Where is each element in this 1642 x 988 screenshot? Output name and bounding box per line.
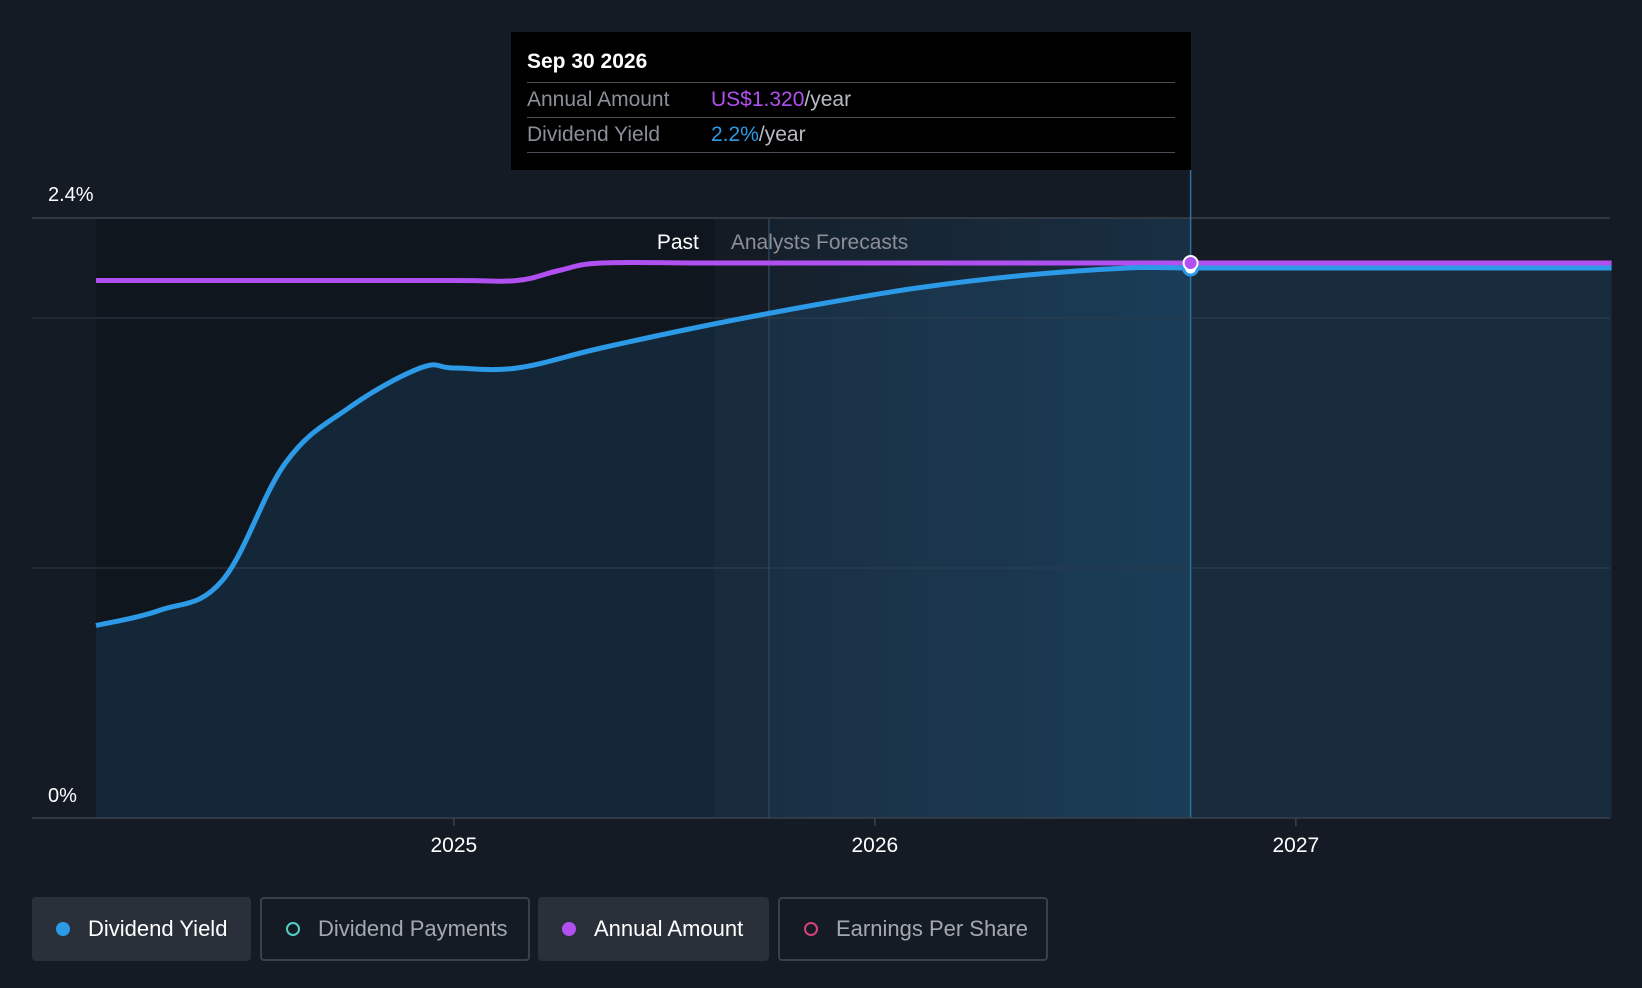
tooltip-date: Sep 30 2026: [527, 32, 1175, 83]
tooltip-value: US$1.320: [711, 88, 805, 111]
gridlines: [32, 217, 1610, 569]
x-tick-label: 2026: [851, 834, 898, 857]
tooltip-label: Annual Amount: [527, 88, 670, 111]
legend-annual-amount[interactable]: Annual Amount: [538, 897, 769, 961]
hover-markers: [1182, 255, 1200, 277]
legend-label: Dividend Payments: [318, 916, 508, 941]
legend-dividend-payments[interactable]: Dividend Payments: [260, 897, 530, 961]
hollow-dot-icon: [804, 922, 818, 936]
x-axis: 2025 2026 2027: [32, 817, 1610, 857]
tooltip-label: Dividend Yield: [527, 123, 661, 146]
annual-marker: [1182, 255, 1199, 271]
x-tick-label: 2027: [1272, 834, 1319, 857]
x-tick-label: 2025: [430, 834, 477, 857]
past-label: Past: [657, 231, 699, 254]
tooltip-row-annual-amount: Annual Amount US$1.320 /year: [527, 83, 1175, 118]
legend-label: Dividend Yield: [88, 916, 228, 941]
dividend-yield-area: [96, 267, 1612, 818]
legend-label: Annual Amount: [594, 916, 744, 941]
chart-labels: 0% 2.4% Past Analysts Forecasts: [48, 184, 908, 807]
legend-earnings-per-share[interactable]: Earnings Per Share: [778, 897, 1048, 961]
y-tick-label-max: 2.4%: [48, 184, 94, 206]
filled-dot-icon: [562, 922, 576, 936]
tooltip-row-dividend-yield: Dividend Yield 2.2% /year: [527, 118, 1175, 153]
legend-label: Earnings Per Share: [836, 916, 1028, 941]
hollow-dot-icon: [286, 922, 300, 936]
tooltip-unit: /year: [758, 123, 806, 146]
filled-dot-icon: [56, 922, 70, 936]
tooltip-unit: /year: [804, 88, 852, 111]
legend-dividend-yield[interactable]: Dividend Yield: [32, 897, 251, 961]
data-tooltip: Sep 30 2026 Annual Amount US$1.320 /year…: [511, 32, 1191, 170]
y-tick-label-min: 0%: [48, 785, 77, 807]
tooltip-value: 2.2%: [711, 123, 759, 146]
forecast-label: Analysts Forecasts: [731, 231, 908, 254]
